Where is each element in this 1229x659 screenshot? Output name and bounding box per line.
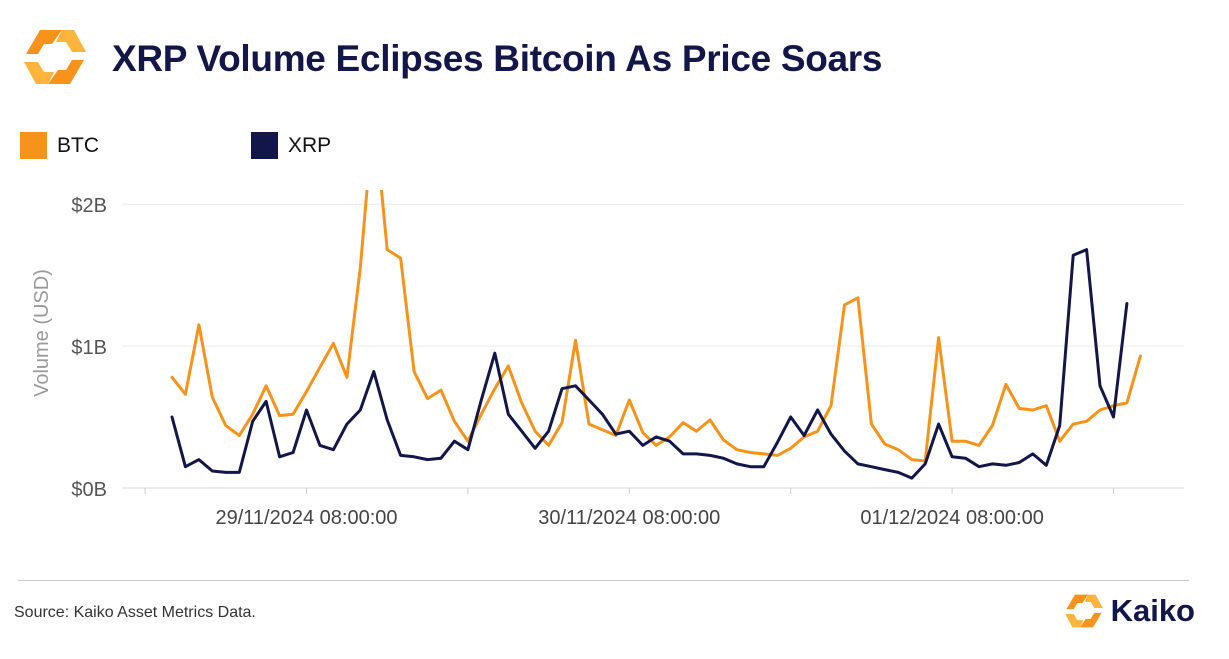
legend-swatch-xrp bbox=[251, 132, 278, 159]
y-tick-label: $1B bbox=[71, 337, 107, 359]
brand-name: Kaiko bbox=[1110, 593, 1195, 628]
chart-legend: BTC XRP bbox=[20, 132, 720, 160]
legend-swatch-btc bbox=[20, 132, 47, 159]
legend-item-btc[interactable]: BTC bbox=[20, 132, 99, 159]
series-line-xrp bbox=[170, 248, 1129, 480]
kaiko-logo-icon bbox=[24, 30, 86, 84]
legend-label-btc: BTC bbox=[57, 133, 99, 157]
kaiko-logo-icon bbox=[1064, 594, 1103, 628]
x-tick-label: 01/12/2024 08:00:00 bbox=[860, 507, 1044, 529]
y-tick-label: $0B bbox=[71, 479, 107, 501]
x-tick-label: 29/11/2024 08:00:00 bbox=[215, 507, 397, 529]
y-axis-title: Volume (USD) bbox=[31, 269, 53, 397]
x-tick-label: 30/11/2024 08:00:00 bbox=[538, 507, 720, 529]
footer-divider bbox=[18, 580, 1189, 581]
series-line-btc bbox=[170, 190, 1142, 463]
source-note: Source: Kaiko Asset Metrics Data. bbox=[14, 604, 256, 621]
legend-label-xrp: XRP bbox=[288, 133, 332, 157]
footer-brand: Kaiko bbox=[1064, 592, 1195, 630]
line-chart: $0B $1B $2B 29/11/2024 08:00:00 30/11/2024 0… bbox=[31, 190, 1184, 529]
page-title: XRP Volume Eclipses Bitcoin As Price Soa… bbox=[112, 38, 883, 79]
legend-item-xrp[interactable]: XRP bbox=[251, 132, 331, 159]
y-tick-label: $2B bbox=[71, 195, 107, 217]
